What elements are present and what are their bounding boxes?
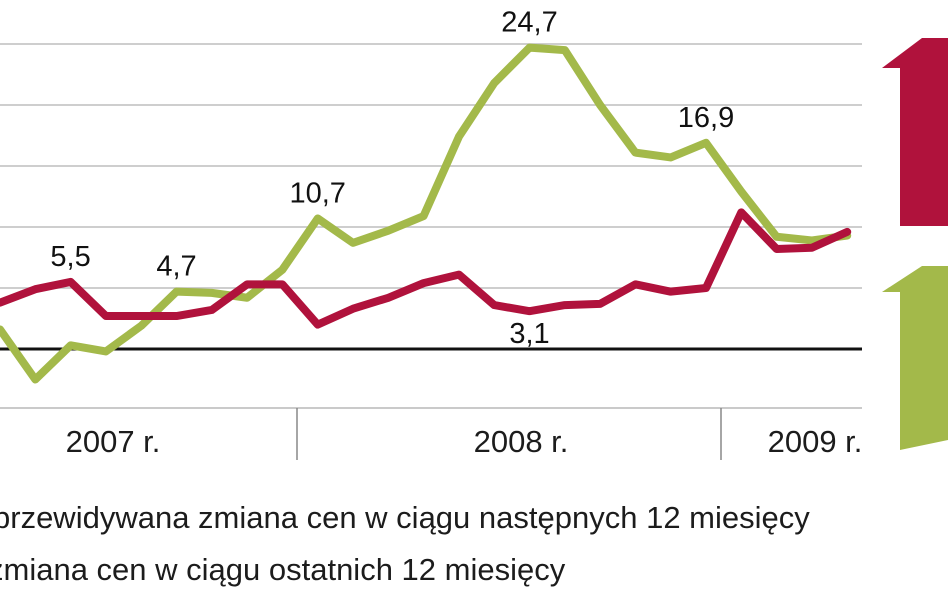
series-line-forecast — [0, 43, 852, 384]
x-group-label: 2009 r. — [768, 424, 863, 459]
data-label: 10,7 — [289, 177, 345, 209]
data-label: 16,9 — [678, 102, 734, 134]
side-marker-past — [882, 266, 948, 450]
data-label: 5,5 — [50, 241, 90, 273]
legend-item-forecast: przewidywana zmiana cen w ciągu następny… — [0, 500, 810, 535]
side-marker-forecast — [882, 38, 948, 226]
data-label: 3,1 — [509, 318, 549, 350]
series-layer — [0, 43, 852, 384]
x-axis-groups: 2007 r. 2008 r. 2009 r. — [66, 408, 863, 460]
x-group-label: 2007 r. — [66, 424, 161, 459]
series-line-past — [0, 208, 852, 329]
x-group-label: 2008 r. — [474, 424, 569, 459]
data-label: 4,7 — [156, 251, 196, 283]
gridlines — [0, 43, 862, 289]
data-label: 24,7 — [501, 7, 557, 39]
data-labels: 5,5 4,7 10,7 24,7 16,9 3,1 — [50, 7, 734, 351]
side-markers — [882, 38, 948, 450]
legend-item-past: zmiana cen w ciągu ostatnich 12 miesięcy — [0, 552, 566, 587]
